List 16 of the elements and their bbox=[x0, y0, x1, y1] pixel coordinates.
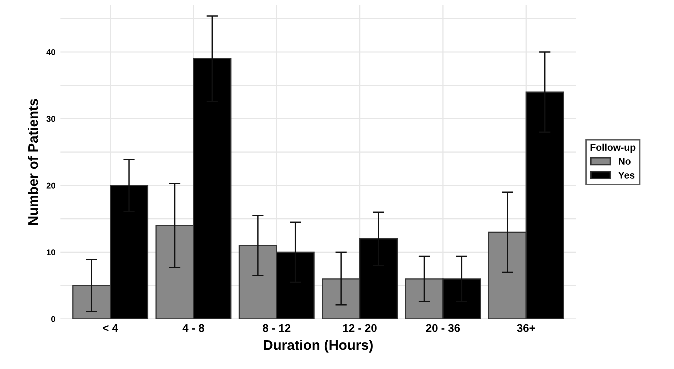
x-tick-label: < 4 bbox=[103, 324, 118, 332]
y-tick-label: 0 bbox=[51, 316, 56, 322]
y-tick-label: 30 bbox=[46, 116, 56, 122]
y-tick-label: 20 bbox=[46, 182, 56, 189]
x-tick-label: 20 - 36 bbox=[426, 324, 460, 332]
x-tick-label: 36+ bbox=[517, 324, 536, 332]
x-tick-label: 12 - 20 bbox=[343, 324, 377, 332]
y-axis-title: Number of Patients bbox=[28, 99, 38, 226]
legend-label: No bbox=[619, 158, 631, 165]
y-tick-label: 40 bbox=[46, 49, 56, 56]
x-tick-label: 4 - 8 bbox=[182, 324, 204, 332]
legend-label: Yes bbox=[618, 172, 635, 179]
legend-title: Follow-up bbox=[590, 144, 636, 153]
x-tick-label: 8 - 12 bbox=[263, 324, 291, 332]
y-tick-label: 10 bbox=[47, 250, 56, 256]
x-axis-title: Duration (Hours) bbox=[264, 340, 373, 353]
